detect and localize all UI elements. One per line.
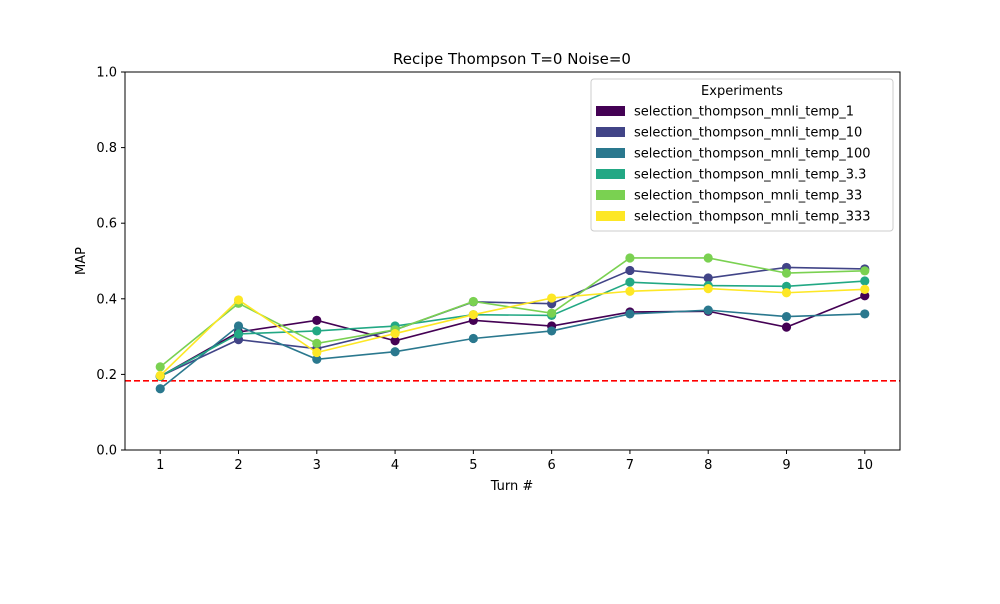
data-point [781, 281, 792, 291]
x-tick-label: 10 [856, 458, 873, 473]
data-point [390, 347, 400, 357]
legend-item: selection_thompson_mnli_temp_3.3 [596, 168, 866, 183]
x-tick-label: 8 [704, 458, 712, 473]
data-point [468, 310, 478, 320]
data-point [312, 326, 322, 336]
data-point [860, 276, 870, 286]
legend-swatch [596, 190, 625, 200]
data-point [781, 268, 792, 278]
series-line [159, 309, 865, 390]
legend-item: selection_thompson_mnli_temp_100 [596, 147, 871, 162]
data-point [312, 347, 322, 358]
axes-frame [124, 71, 901, 451]
legend-swatch [596, 148, 625, 158]
data-point [312, 315, 322, 325]
series-group [155, 305, 870, 394]
legend-item: selection_thompson_mnli_temp_10 [596, 126, 862, 141]
chart-title: Recipe Thompson T=0 Noise=0 [393, 50, 631, 68]
legend-item: selection_thompson_mnli_temp_33 [596, 189, 862, 204]
x-tick-label: 2 [234, 458, 242, 473]
data-point [703, 305, 713, 315]
data-point [860, 309, 870, 319]
data-point [781, 288, 792, 298]
x-tick-label: 1 [156, 458, 164, 473]
x-tick-label: 4 [391, 458, 399, 473]
legend-label: selection_thompson_mnli_temp_1 [634, 105, 854, 120]
data-point [625, 265, 635, 276]
series-line [159, 266, 865, 378]
data-point [312, 338, 322, 349]
legend-label: selection_thompson_mnli_temp_100 [634, 147, 871, 162]
data-point [312, 354, 322, 364]
data-point [860, 266, 870, 276]
legend-label: selection_thompson_mnli_temp_333 [634, 210, 871, 225]
data-point [625, 286, 635, 296]
series-line [159, 287, 865, 377]
data-point [468, 296, 478, 307]
y-tick-label: 1.0 [96, 66, 117, 81]
y-tick-label: 0.8 [96, 141, 117, 156]
y-tick-label: 0.6 [96, 217, 117, 232]
legend-item: selection_thompson_mnli_temp_333 [596, 210, 871, 225]
legend-label: selection_thompson_mnli_temp_33 [634, 189, 862, 204]
legend-swatch [596, 127, 625, 137]
x-tick-label: 6 [548, 458, 556, 473]
data-point [860, 284, 870, 294]
data-point [703, 273, 713, 283]
x-tick-label: 7 [626, 458, 634, 473]
data-point [781, 311, 792, 322]
y-tick-label: 0.4 [96, 292, 117, 307]
series-line [159, 280, 865, 377]
data-point [703, 253, 713, 263]
legend-label: selection_thompson_mnli_temp_10 [634, 126, 862, 141]
legend-box [590, 78, 894, 232]
x-tick-label: 5 [469, 458, 477, 473]
data-point [625, 253, 635, 263]
data-point [155, 384, 165, 394]
y-tick-label: 0.0 [96, 444, 117, 459]
data-point [390, 336, 400, 346]
legend-swatch [596, 106, 625, 116]
legend-swatch [596, 211, 625, 221]
y-axis-label: MAP [74, 247, 89, 275]
data-point [390, 328, 400, 339]
data-point [547, 293, 557, 303]
series-line [159, 257, 865, 368]
legend-item: selection_thompson_mnli_temp_1 [596, 105, 854, 120]
data-point [233, 329, 244, 339]
plot-area: 0.0 0.2 0.4 0.6 0.8 1.0 1 2 3 4 5 6 7 8 9 10 [96, 66, 901, 473]
data-point [155, 370, 165, 381]
x-tick-label: 3 [313, 458, 321, 473]
legend-swatch [596, 169, 625, 179]
data-point [468, 333, 478, 344]
data-point [233, 295, 244, 305]
data-point [625, 309, 635, 319]
legend: Experiments selection_thompson_mnli_temp_… [590, 78, 894, 232]
x-axis-label: Turn # [490, 479, 534, 494]
legend-label: selection_thompson_mnli_temp_3.3 [634, 168, 866, 183]
series-group [155, 283, 870, 381]
data-point [155, 362, 165, 372]
data-point [703, 283, 713, 294]
data-point [781, 322, 792, 332]
y-tick-label: 0.2 [96, 368, 117, 383]
data-point [547, 326, 557, 336]
data-point [860, 291, 870, 301]
data-point [233, 321, 244, 331]
legend-title: Experiments [701, 84, 783, 99]
data-point [625, 277, 635, 287]
data-point [547, 308, 557, 318]
x-tick-label: 9 [782, 458, 790, 473]
